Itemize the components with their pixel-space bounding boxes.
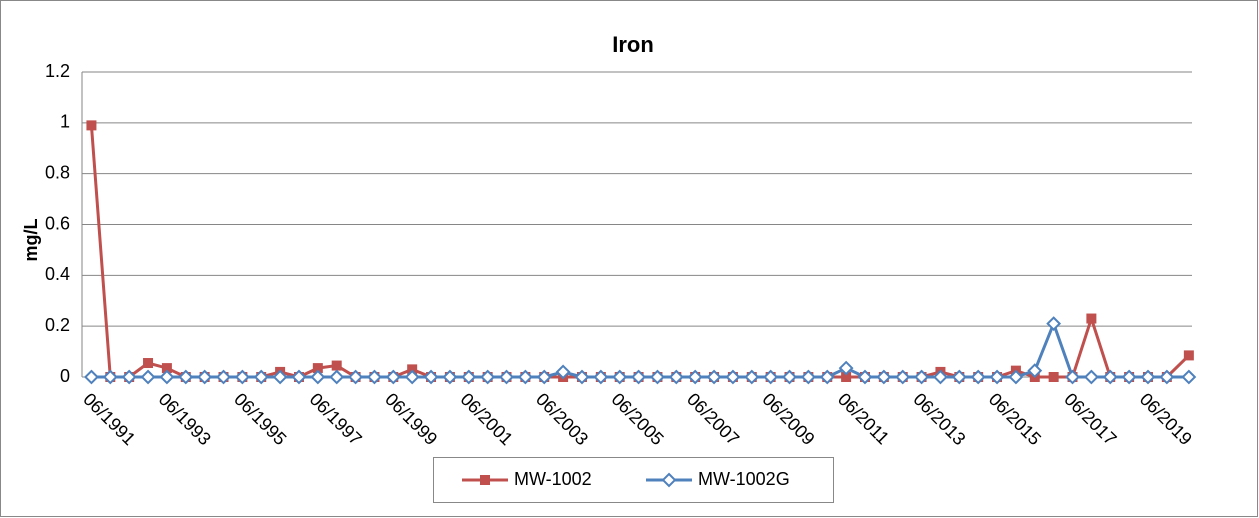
marker — [385, 369, 401, 385]
marker — [876, 369, 892, 385]
marker — [517, 369, 533, 385]
marker — [593, 369, 609, 385]
marker — [536, 369, 552, 385]
marker — [312, 363, 323, 374]
marker — [234, 369, 250, 385]
marker — [1086, 313, 1097, 324]
marker — [989, 369, 1005, 385]
marker — [841, 372, 852, 382]
marker — [1046, 316, 1062, 332]
legend-label: MW-1002 — [514, 469, 592, 489]
marker — [1183, 350, 1194, 361]
marker — [480, 475, 490, 485]
marker — [86, 120, 97, 131]
marker — [442, 369, 458, 385]
marker — [329, 369, 345, 385]
y-tick-label: 1.2 — [45, 61, 70, 81]
marker — [159, 369, 175, 385]
y-tick-label: 0.6 — [45, 213, 70, 233]
marker — [895, 369, 911, 385]
marker — [291, 369, 307, 385]
marker — [407, 364, 418, 375]
marker — [121, 369, 137, 385]
marker — [838, 360, 854, 376]
marker — [555, 364, 571, 380]
marker — [650, 369, 665, 385]
marker — [1102, 369, 1118, 385]
marker — [140, 369, 156, 385]
marker — [84, 369, 99, 385]
marker — [461, 369, 477, 385]
marker — [631, 369, 646, 385]
marker — [661, 472, 677, 488]
y-tick-label: 0.8 — [45, 162, 70, 182]
marker — [1048, 372, 1059, 382]
marker — [253, 369, 269, 385]
marker — [687, 369, 703, 385]
y-tick-label: 0.4 — [45, 264, 70, 284]
legend-label: MW-1002G — [698, 469, 790, 489]
marker — [197, 369, 213, 385]
marker — [574, 369, 590, 385]
marker — [933, 369, 948, 385]
y-tick-label: 0.2 — [45, 315, 70, 335]
marker — [668, 369, 684, 385]
marker — [499, 369, 514, 385]
marker — [178, 369, 194, 385]
marker — [480, 369, 496, 385]
marker — [331, 360, 342, 371]
marker — [161, 363, 172, 374]
marker — [970, 369, 986, 385]
marker — [1159, 369, 1175, 385]
marker — [348, 369, 363, 385]
marker — [744, 369, 760, 385]
marker — [272, 369, 288, 385]
marker — [782, 369, 797, 385]
y-tick-label: 1 — [60, 112, 70, 132]
marker — [143, 358, 154, 369]
marker — [914, 369, 929, 385]
y-axis-label: mg/L — [21, 218, 41, 261]
y-tick-label: 0 — [60, 366, 70, 386]
marker — [216, 369, 231, 385]
marker — [423, 369, 439, 385]
marker — [819, 369, 835, 385]
marker — [1181, 369, 1197, 385]
marker — [1140, 369, 1156, 385]
marker — [951, 369, 967, 385]
chart-title: Iron — [612, 32, 654, 57]
marker — [1065, 369, 1080, 385]
marker — [725, 369, 741, 385]
marker — [857, 369, 873, 385]
marker — [367, 369, 382, 385]
marker — [1083, 369, 1099, 385]
marker — [800, 369, 816, 385]
marker — [1027, 363, 1043, 379]
marker — [1008, 369, 1024, 385]
marker — [612, 369, 628, 385]
marker — [102, 369, 118, 385]
marker — [404, 369, 420, 385]
marker — [310, 369, 326, 385]
marker — [706, 369, 722, 385]
marker — [1121, 369, 1137, 385]
marker — [763, 369, 779, 385]
